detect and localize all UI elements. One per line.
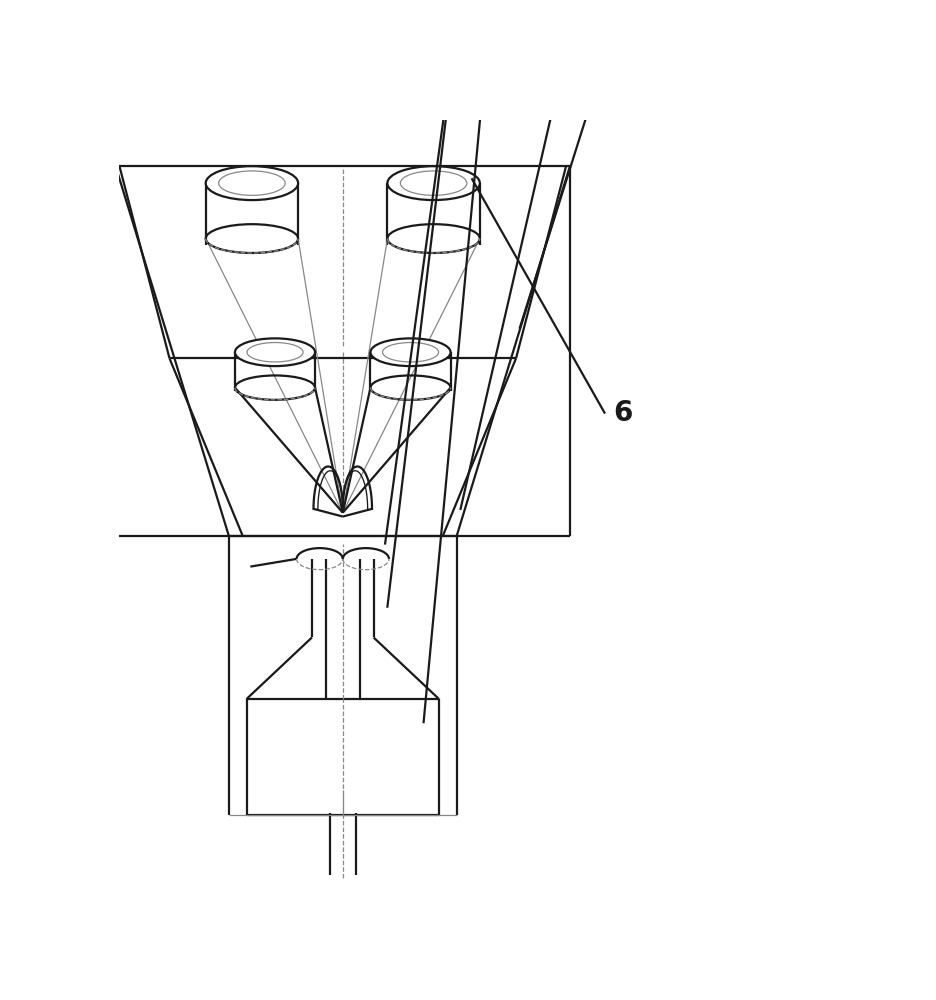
Ellipse shape — [235, 338, 314, 366]
Ellipse shape — [387, 166, 479, 200]
Ellipse shape — [206, 166, 298, 200]
Ellipse shape — [370, 338, 450, 366]
Text: 6: 6 — [613, 399, 633, 427]
